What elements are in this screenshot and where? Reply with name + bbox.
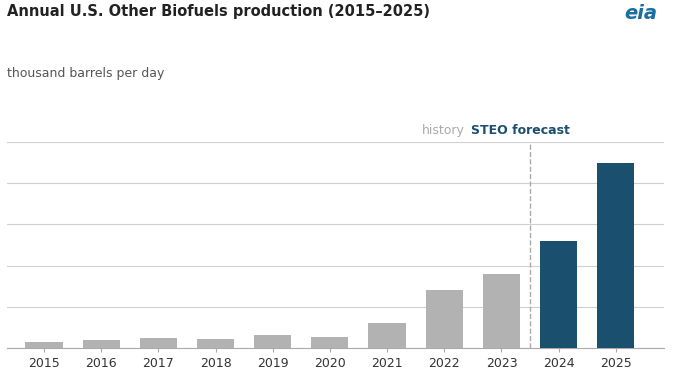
Bar (83, 340, 120, 348)
Text: Annual U.S. Other Biofuels production (2015–2025): Annual U.S. Other Biofuels production (2… (7, 4, 430, 19)
Text: history: history (422, 123, 464, 137)
Bar (369, 323, 405, 348)
Bar (426, 290, 463, 348)
Bar (25, 342, 62, 348)
Bar (140, 337, 177, 348)
Text: thousand barrels per day: thousand barrels per day (7, 67, 164, 80)
Text: eia: eia (624, 4, 658, 23)
Bar (540, 241, 577, 348)
Bar (254, 335, 292, 348)
Bar (483, 274, 520, 348)
Bar (197, 338, 234, 348)
Bar (311, 337, 348, 348)
Text: STEO forecast: STEO forecast (471, 123, 570, 137)
Bar (597, 163, 635, 348)
